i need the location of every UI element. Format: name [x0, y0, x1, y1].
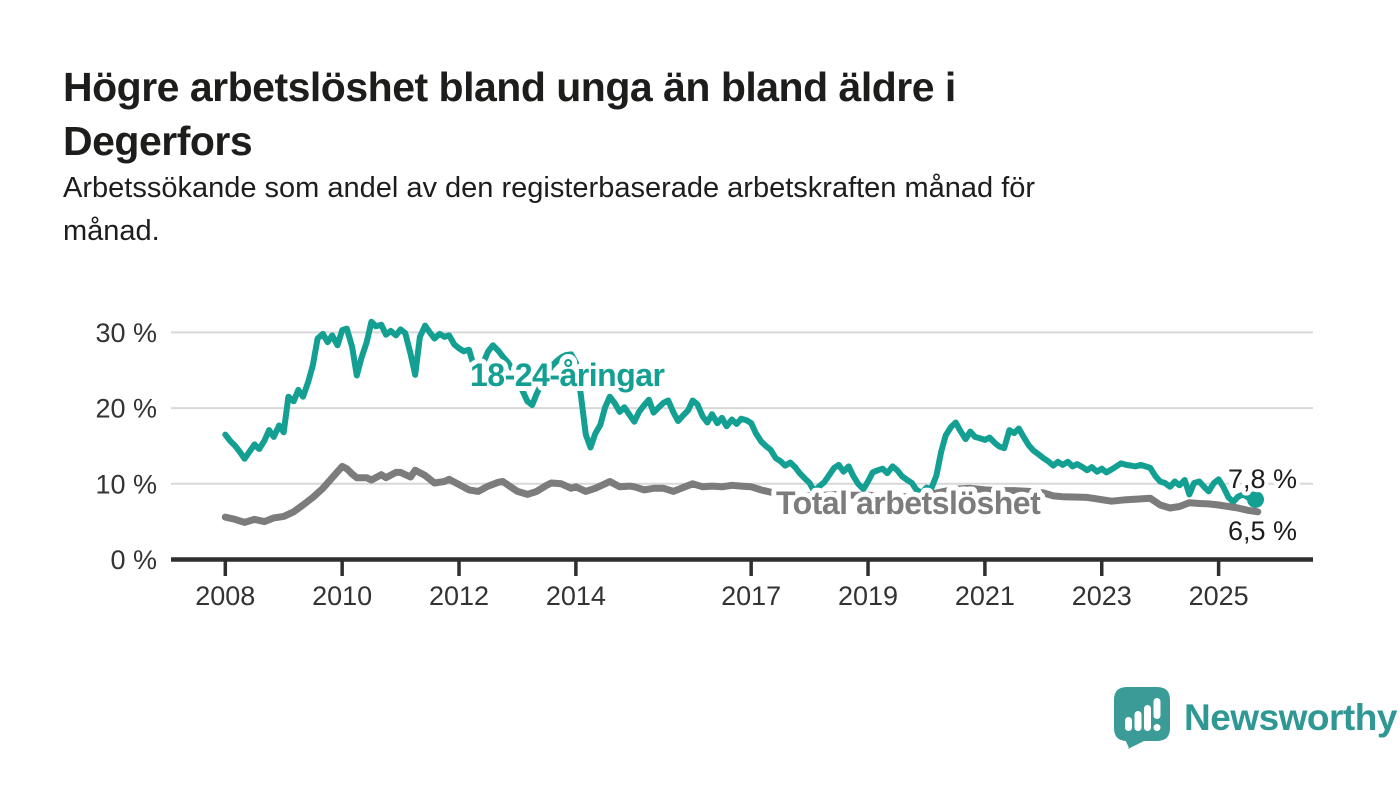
page-title: Högre arbetslöshet bland unga än bland ä…	[63, 60, 1343, 168]
x-tick-label: 2010	[312, 581, 372, 611]
x-tick-label: 2012	[429, 581, 489, 611]
series-line-youth	[222, 318, 1256, 505]
series-label-youth: 18-24-åringar	[470, 357, 665, 393]
y-tick-label: 20 %	[95, 394, 157, 424]
x-tick-label: 2023	[1072, 581, 1132, 611]
series-labels: 18-24-åringar Total arbetslöshet 7,8 % 6,5 …	[465, 352, 1301, 550]
newsworthy-logo-icon	[1114, 687, 1170, 749]
x-tick-label: 2008	[195, 581, 255, 611]
series-lines	[221, 318, 1262, 526]
brand-name: Newsworthy	[1184, 696, 1397, 738]
title-line-2: Degerfors	[63, 118, 253, 164]
title-line-1: Högre arbetslöshet bland unga än bland ä…	[63, 64, 956, 110]
y-tick-label: 30 %	[95, 318, 157, 348]
subtitle-line-2: månad.	[63, 215, 160, 247]
x-tick-label: 2019	[838, 581, 898, 611]
value-label-total: 6,5 %	[1228, 516, 1297, 546]
gridlines: 0 % 10 % 20 % 30 %	[95, 318, 1313, 575]
newsworthy-logo: Newsworthy	[1113, 686, 1397, 749]
series-end-dot-youth	[1246, 490, 1264, 508]
x-axis: 2008 2010 2012 2014 2017 2019 2021 2023 2025	[171, 557, 1313, 611]
x-tick-label: 2014	[546, 581, 606, 611]
x-tick-label: 2021	[955, 581, 1015, 611]
subtitle-line-1: Arbetssökande som andel av den registerb…	[63, 172, 1036, 204]
chart-subtitle: Arbetssökande som andel av den registerb…	[63, 167, 1343, 253]
y-tick-label: 0 %	[110, 545, 157, 575]
value-label-youth: 7,8 %	[1228, 464, 1297, 494]
series-label-total: Total arbetslöshet	[776, 485, 1041, 521]
y-tick-label: 10 %	[95, 469, 157, 499]
x-tick-label: 2025	[1189, 581, 1249, 611]
series-line-total	[221, 462, 1262, 526]
x-tick-label: 2017	[721, 581, 781, 611]
